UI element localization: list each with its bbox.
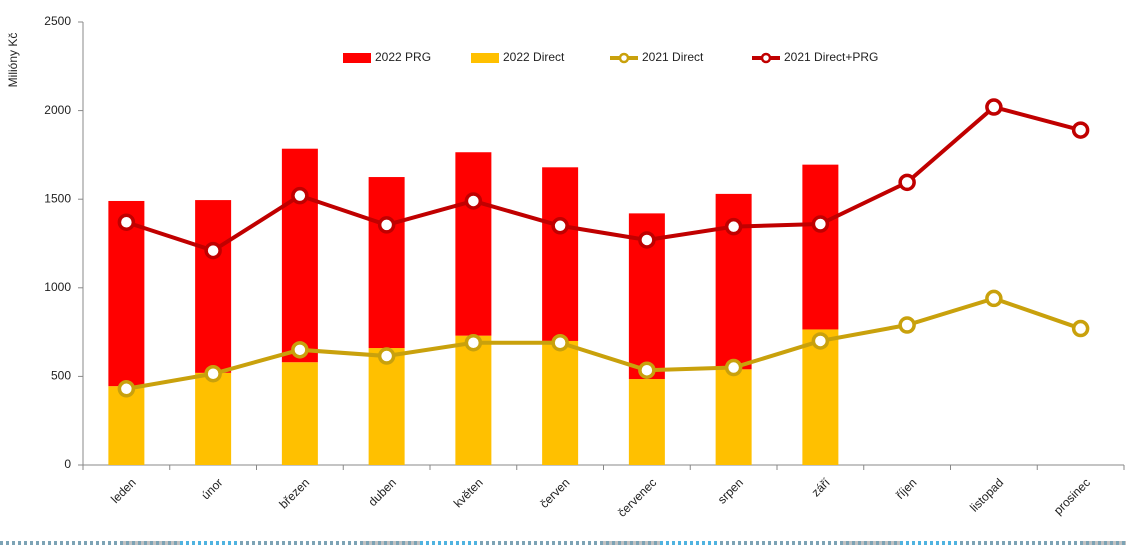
point <box>811 332 830 350</box>
point <box>898 173 916 192</box>
legend-label: 2022 PRG <box>375 50 431 64</box>
y-axis-label: Milióny Kč <box>6 33 20 88</box>
y-tick-label: 2000 <box>44 103 71 117</box>
x-tick-label: duben <box>365 475 398 508</box>
bar <box>108 386 145 465</box>
bar <box>802 329 839 465</box>
point <box>551 333 569 352</box>
point <box>464 333 483 352</box>
bar <box>281 148 318 363</box>
x-tick-label: červenec <box>615 475 659 519</box>
bar <box>542 167 579 341</box>
bar <box>195 372 232 465</box>
bar <box>368 348 405 465</box>
bar <box>455 152 492 336</box>
bar <box>108 200 145 387</box>
x-tick-label: květen <box>451 475 486 510</box>
line <box>125 104 1082 253</box>
line <box>126 296 1082 391</box>
y-tick-label: 2500 <box>44 14 71 28</box>
legend-swatch <box>471 53 499 63</box>
y-tick-label: 0 <box>64 457 71 471</box>
bar <box>455 335 492 465</box>
point <box>464 192 483 210</box>
x-tick-label: prosinec <box>1051 475 1093 517</box>
bar <box>368 177 405 349</box>
bar <box>802 164 839 330</box>
legend-swatch <box>343 53 371 63</box>
legend-marker <box>760 52 772 64</box>
x-tick-label: březen <box>276 475 312 511</box>
x-tick-label: leden <box>108 475 139 506</box>
legend-label: 2022 Direct <box>503 50 565 64</box>
legend-label: 2021 Direct+PRG <box>784 50 878 64</box>
point <box>204 241 222 260</box>
point <box>291 341 309 359</box>
bar <box>281 362 318 465</box>
point <box>724 217 743 236</box>
x-tick-label: únor <box>199 475 226 502</box>
point <box>377 347 396 365</box>
bar <box>542 340 579 465</box>
legend-marker <box>618 52 630 64</box>
point <box>985 98 1003 116</box>
point <box>638 361 656 379</box>
point <box>1071 121 1090 139</box>
y-tick-label: 1500 <box>44 191 71 205</box>
bar <box>628 379 665 465</box>
x-tick-label: červen <box>537 475 572 510</box>
bar <box>715 369 752 465</box>
x-tick-label: listopad <box>967 475 1006 514</box>
bar <box>195 200 232 373</box>
point <box>898 316 916 334</box>
x-tick-label: srpen <box>715 475 746 506</box>
point <box>985 289 1003 308</box>
point <box>117 213 136 231</box>
point <box>291 186 309 205</box>
point <box>551 217 569 235</box>
point <box>377 216 396 234</box>
point <box>724 358 743 377</box>
point <box>117 380 136 398</box>
legend-label: 2021 Direct <box>642 50 704 64</box>
point <box>811 215 830 233</box>
x-tick-label: říjen <box>893 475 919 501</box>
x-tick-label: září <box>809 475 834 500</box>
point <box>638 231 656 249</box>
y-tick-label: 500 <box>51 369 71 383</box>
y-tick-label: 1000 <box>44 280 71 294</box>
point <box>1071 319 1090 338</box>
point <box>204 364 222 383</box>
